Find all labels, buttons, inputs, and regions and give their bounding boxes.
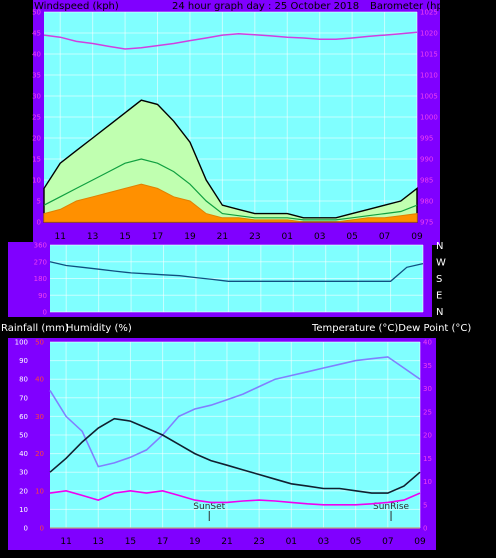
humidity-line	[49, 356, 421, 468]
rainfall-tick-label: 10	[35, 487, 44, 495]
rainfall-tick-label: 0	[40, 525, 44, 533]
rainfall-tick-label: 50	[35, 339, 44, 347]
compass-label: N	[436, 241, 443, 252]
compass-label: N	[436, 307, 443, 318]
humidity-axis-label: Humidity (%)	[66, 323, 132, 334]
x-tick-label: 23	[249, 232, 260, 242]
barometer-tick-label: 1010	[420, 72, 438, 80]
direction-tick-label: 270	[34, 258, 47, 266]
x-tick-label: 07	[379, 232, 390, 242]
x-tick-label: 21	[221, 537, 232, 547]
humidity-tick-label: 40	[19, 450, 28, 458]
wind-tick-label: 25	[32, 114, 41, 122]
humidity-tick-label: 10	[19, 506, 28, 514]
x-tick-label: 17	[157, 537, 168, 547]
humidity-tick-label: 30	[19, 469, 28, 477]
wind-tick-label: 20	[32, 135, 41, 143]
annotation-label: SunSet	[193, 502, 225, 512]
compass-label: W	[436, 258, 446, 269]
wind-direction-line	[49, 261, 424, 282]
wind-axis-label: Windspeed (kph)	[34, 1, 119, 12]
temperature-tick-label: 20	[423, 432, 432, 440]
humidity-tick-label: 70	[19, 394, 28, 402]
x-tick-label: 11	[60, 537, 71, 547]
wind-tick-label: 15	[32, 156, 41, 164]
barometer-tick-label: 1015	[420, 51, 438, 59]
x-tick-label: 09	[414, 537, 426, 547]
barometer-tick-label: 1000	[420, 114, 438, 122]
direction-tick-label: 360	[34, 242, 47, 250]
barometer-tick-label: 990	[420, 156, 433, 164]
x-tick-label: 05	[350, 537, 361, 547]
x-tick-label: 01	[282, 232, 293, 242]
x-tick-label: 13	[87, 232, 98, 242]
x-tick-label: 05	[346, 232, 357, 242]
temperature-axis-label: Temperature (°C)Dew Point (°C)	[311, 323, 471, 334]
temperature-tick-label: 15	[423, 455, 432, 463]
temperature-tick-label: 40	[423, 339, 432, 347]
temperature-tick-label: 25	[423, 408, 432, 416]
humidity-tick-label: 0	[24, 525, 28, 533]
graph-title: 24 hour graph day : 25 October 2018	[172, 1, 359, 12]
rainfall-axis-label: Rainfall (mm)	[1, 323, 69, 334]
wind-tick-label: 45	[32, 30, 41, 38]
temperature-tick-label: 5	[423, 501, 427, 509]
temperature-line	[49, 417, 421, 494]
wind-tick-label: 30	[32, 93, 41, 101]
wind-tick-label: 40	[32, 51, 41, 59]
wind-speed-area	[43, 183, 418, 223]
barometer-tick-label: 1020	[420, 30, 438, 38]
humidity-tick-label: 90	[19, 357, 28, 365]
annotation-label: SunRise	[373, 502, 410, 512]
barometer-tick-label: 995	[420, 135, 433, 143]
dew-point-line	[49, 489, 421, 506]
temperature-tick-label: 35	[423, 362, 432, 370]
x-tick-label: 19	[189, 537, 201, 547]
temperature-tick-label: 0	[423, 525, 427, 533]
x-tick-label: 11	[54, 232, 65, 242]
humidity-tick-label: 50	[19, 432, 28, 440]
compass-label: E	[436, 291, 442, 302]
compass-label: S	[436, 274, 442, 285]
x-tick-label: 23	[253, 537, 264, 547]
temperature-tick-label: 30	[423, 385, 432, 393]
humidity-tick-label: 60	[19, 413, 28, 421]
direction-tick-label: 180	[34, 275, 47, 283]
barometer-tick-label: 975	[420, 219, 433, 227]
wind-average-line	[43, 158, 418, 221]
x-tick-label: 21	[217, 232, 228, 242]
x-tick-label: 07	[382, 537, 393, 547]
barometer-axis-label: Barometer (hpa)	[370, 1, 453, 12]
barometer-tick-label: 985	[420, 177, 433, 185]
rainfall-tick-label: 20	[35, 450, 44, 458]
direction-tick-label: 90	[38, 292, 47, 300]
humidity-tick-label: 80	[19, 376, 28, 384]
x-tick-label: 19	[184, 232, 196, 242]
barometer-tick-label: 1005	[420, 93, 438, 101]
wind-tick-label: 0	[37, 219, 41, 227]
humidity-tick-label: 20	[19, 487, 28, 495]
x-tick-label: 09	[411, 232, 423, 242]
rainfall-tick-label: 30	[35, 413, 44, 421]
x-tick-label: 15	[125, 537, 136, 547]
wind-tick-label: 5	[37, 198, 41, 206]
x-tick-label: 03	[318, 537, 329, 547]
x-tick-label: 03	[314, 232, 325, 242]
wind-tick-label: 35	[32, 72, 41, 80]
rainfall-tick-label: 40	[35, 376, 44, 384]
direction-tick-label: 0	[43, 309, 47, 317]
x-tick-label: 15	[119, 232, 130, 242]
wind-tick-label: 50	[32, 9, 41, 17]
temperature-tick-label: 10	[423, 478, 432, 486]
barometer-tick-label: 980	[420, 198, 433, 206]
barometer-tick-label: 1025	[420, 9, 438, 17]
x-tick-label: 01	[286, 537, 297, 547]
x-tick-label: 13	[93, 537, 104, 547]
humidity-tick-label: 100	[15, 339, 28, 347]
x-tick-label: 17	[152, 232, 163, 242]
barometer-line	[43, 31, 418, 50]
wind-tick-label: 10	[32, 177, 41, 185]
